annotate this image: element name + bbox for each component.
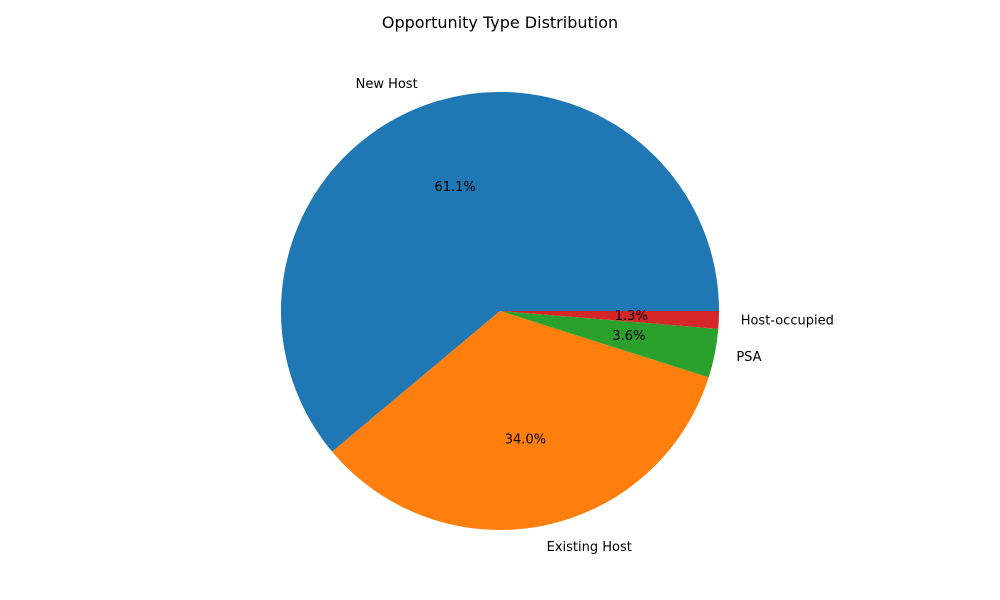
pie-slice-psa	[500, 311, 719, 378]
slice-percent-psa: 3.6%	[612, 329, 645, 344]
chart-title: Opportunity Type Distribution	[382, 13, 618, 32]
pie-slice-host-occupied	[500, 311, 720, 329]
pie-slices	[280, 91, 720, 530]
pie-slice-existing-host	[332, 311, 709, 530]
pie-labels: New Host 61.1% Existing Host 34.0% PSA 3.6% Ho…	[356, 77, 834, 555]
slice-label-host-occupied: Host-occupied	[741, 313, 834, 328]
slice-percent-host-occupied: 1.3%	[615, 309, 648, 324]
slice-label-existing-host: Existing Host	[547, 540, 632, 555]
pie-slice-new-host	[280, 91, 719, 452]
slice-percent-new-host: 61.1%	[434, 180, 475, 195]
slice-label-new-host: New Host	[356, 77, 418, 92]
slice-label-psa: PSA	[736, 350, 761, 365]
slice-percent-existing-host: 34.0%	[505, 432, 546, 447]
